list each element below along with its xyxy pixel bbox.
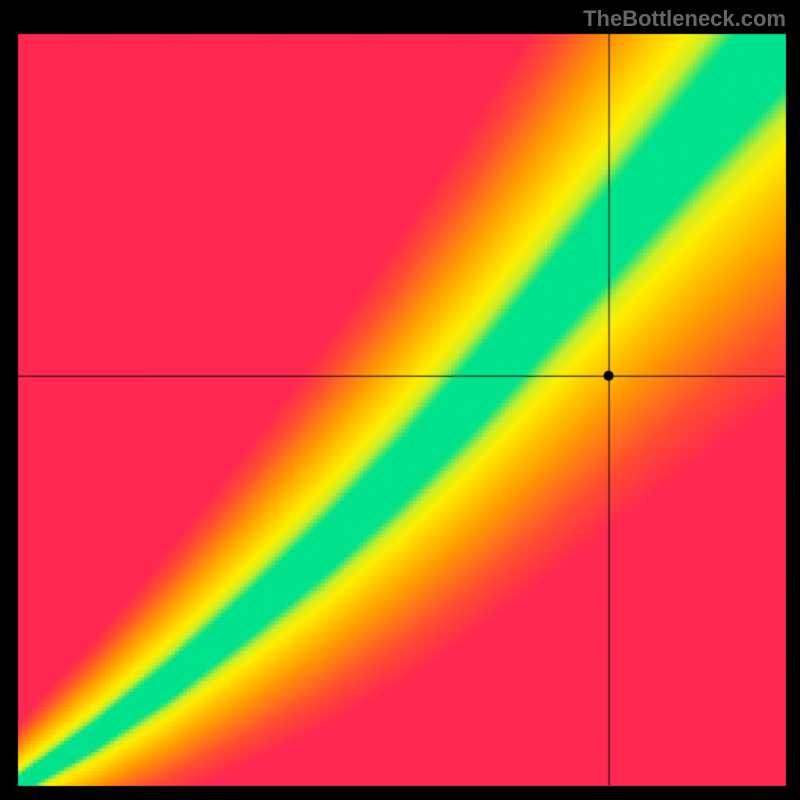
chart-container: TheBottleneck.com	[0, 0, 800, 800]
heatmap-canvas	[0, 0, 800, 800]
watermark-text: TheBottleneck.com	[583, 6, 786, 32]
